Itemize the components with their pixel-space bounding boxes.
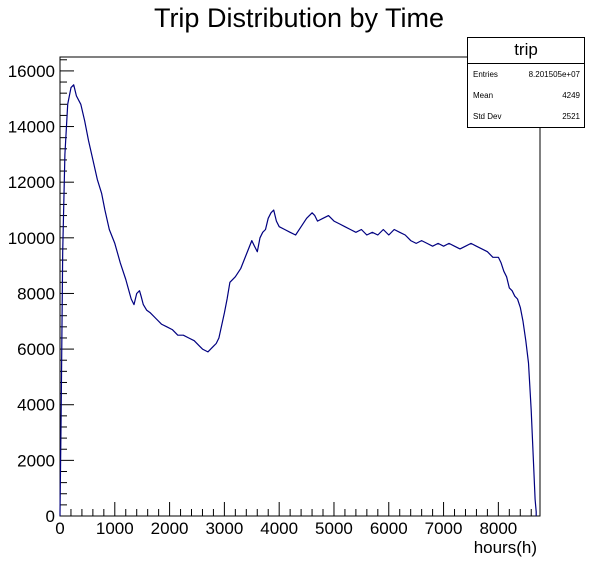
y-tick-label: 14000 [8,118,55,137]
x-tick-label: 7000 [425,519,463,538]
frame [59,56,541,517]
y-tick-label: 10000 [8,229,55,248]
y-tick-label: 4000 [17,396,55,415]
stats-histogram-name: trip [468,38,584,64]
stats-row-stddev: Std Dev 2521 [468,106,584,127]
x-tick-labels: 0 1000 2000 3000 4000 5000 6000 7000 8000 [55,519,517,538]
y-tick-labels: 0 2000 4000 6000 8000 10000 12000 14000 16000 [8,62,55,526]
stats-label-entries: Entries [473,70,498,79]
series-line [59,84,537,516]
y-tick-label: 8000 [17,284,55,303]
stats-value-entries: 8.201505e+07 [528,70,580,79]
stats-box: trip Entries 8.201505e+07 Mean 4249 Std … [467,37,585,128]
stats-value-stddev: 2521 [562,112,580,121]
x-tick-label: 4000 [260,519,298,538]
x-tick-label: 0 [55,519,64,538]
chart-title: Trip Distribution by Time [153,3,445,33]
x-tick-label: 1000 [96,519,134,538]
stats-label-mean: Mean [473,91,494,100]
stats-value-mean: 4249 [562,91,580,100]
stats-label-stddev: Std Dev [473,112,502,121]
x-axis-ticks [59,502,532,516]
y-tick-label: 6000 [17,340,55,359]
y-tick-label: 0 [46,507,55,526]
x-axis-label: hours(h) [474,538,537,557]
y-axis-ticks [60,59,74,517]
x-tick-label: 6000 [370,519,408,538]
y-tick-label: 12000 [8,173,55,192]
x-tick-label: 2000 [151,519,189,538]
stats-row-entries: Entries 8.201505e+07 [468,64,584,85]
x-tick-label: 8000 [479,519,517,538]
x-tick-label: 5000 [315,519,353,538]
y-tick-label: 16000 [8,62,55,81]
x-tick-label: 3000 [205,519,243,538]
stats-row-mean: Mean 4249 [468,85,584,106]
y-tick-label: 2000 [17,451,55,470]
